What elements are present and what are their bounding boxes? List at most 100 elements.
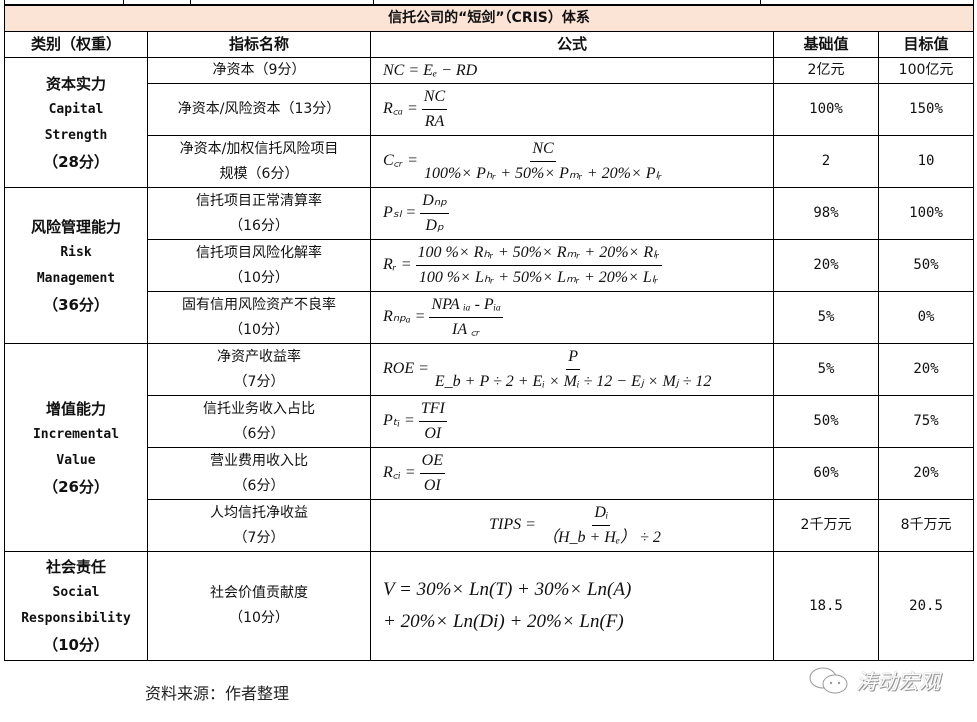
indicator-cell: 人均信托净收益 （7分） bbox=[147, 499, 371, 552]
denominator: OI bbox=[424, 425, 442, 442]
base-value: 60% bbox=[773, 447, 879, 500]
indicator-name: 净资本/加权信托风险项目 bbox=[179, 140, 339, 157]
formula-lhs: Rₙₚₐ = bbox=[383, 308, 426, 326]
indicator-cell: 社会价值贡献度 （10分） bbox=[147, 551, 371, 661]
denominator: Dₚ bbox=[425, 217, 444, 234]
indicator-weight: （10分） bbox=[229, 321, 289, 338]
target-value: 150% bbox=[877, 83, 975, 136]
numerator: OE bbox=[419, 451, 445, 474]
table-row: 净资本/风险资本（13分） R꜀ₐ = NC RA 100% 150% bbox=[5, 83, 975, 136]
denominator: OI bbox=[423, 477, 441, 494]
formula-fraction: TFI OI bbox=[418, 399, 447, 444]
wechat-icon bbox=[809, 667, 848, 694]
formula-lhs: R꜀ₐ = bbox=[383, 100, 418, 118]
table-row: 人均信托净收益 （7分） TIPS = Dᵢ （H_b + Hₑ） ÷ 2 2千万元 8千万… bbox=[5, 499, 975, 552]
formula: NC = Eₑ − RD bbox=[383, 61, 478, 79]
base-value: 50% bbox=[773, 395, 879, 448]
target-value: 100亿元 bbox=[877, 57, 975, 84]
category-english-2: Value bbox=[56, 452, 96, 468]
denominator: E_b + P ÷ 2 + Eᵢ × Mᵢ ÷ 12 − Eⱼ × Mⱼ ÷ 1… bbox=[434, 373, 712, 390]
indicator-weight: （6分） bbox=[233, 425, 285, 442]
formula-cell: ROE = P E_b + P ÷ 2 + Eᵢ × Mᵢ ÷ 12 − Eⱼ × … bbox=[370, 343, 774, 396]
category-english-2: Responsibility bbox=[21, 611, 131, 626]
watermark-text: 涛动宏观 bbox=[856, 670, 940, 694]
base-value: 20% bbox=[773, 239, 879, 292]
indicator-weight: （10分） bbox=[229, 610, 289, 626]
formula-fraction: Dᵢ （H_b + Hₑ） ÷ 2 bbox=[540, 503, 663, 548]
formula-fraction: OE OI bbox=[419, 451, 445, 496]
category-weight: （28分） bbox=[43, 152, 109, 171]
denominator: RA bbox=[424, 113, 445, 130]
base-value: 100% bbox=[773, 83, 879, 136]
target-value: 75% bbox=[877, 395, 975, 448]
table-row: 营业费用收入比 （6分） R꜀ᵢ = OE OI 60% 20% bbox=[5, 447, 975, 500]
denominator: 100%× Pₕᵣ + 50%× Pₘᵣ + 20%× Pₗᵣ bbox=[423, 165, 663, 182]
formula-fraction: Dₙₚ Dₚ bbox=[420, 191, 449, 236]
denominator: （H_b + Hₑ） ÷ 2 bbox=[541, 529, 661, 546]
indicator-cell: 净资本/加权信托风险项目 规模（6分） bbox=[147, 135, 371, 188]
indicator-name: 营业费用收入比 bbox=[210, 452, 308, 469]
formula-lhs: R꜀ᵢ = bbox=[383, 464, 416, 482]
table-row: 信托项目风险化解率 （10分） Rᵣ = 100 %× Rₕᵣ + 50%× Rₘᵣ … bbox=[5, 239, 975, 292]
base-value: 18.5 bbox=[773, 551, 879, 661]
base-value: 2千万元 bbox=[773, 499, 879, 552]
category-english-1: Capital bbox=[48, 101, 104, 117]
formula-cell: R꜀ᵢ = OE OI bbox=[370, 447, 774, 500]
numerator: Dᵢ bbox=[592, 503, 611, 526]
denominator: IA ꜀ᵣ bbox=[452, 321, 481, 338]
indicator-cell: 信托项目风险化解率 （10分） bbox=[147, 239, 371, 292]
category-cell: 风险管理能力 Risk Management （36分） bbox=[4, 187, 148, 344]
target-value: 10 bbox=[877, 135, 975, 188]
indicator-weight: 规模（6分） bbox=[219, 165, 299, 182]
target-value: 20% bbox=[877, 343, 975, 396]
formula-fraction: P E_b + P ÷ 2 + Eᵢ × Mᵢ ÷ 12 − Eⱼ × Mⱼ ÷ … bbox=[433, 347, 713, 392]
formula-cell: TIPS = Dᵢ （H_b + Hₑ） ÷ 2 bbox=[370, 499, 774, 552]
category-cell: 社会责任 Social Responsibility （10分） bbox=[4, 551, 148, 661]
category-name: 社会责任 bbox=[45, 558, 106, 576]
table-row: 信托业务收入占比 （6分） Pₜᵢ = TFI OI 50% 75% bbox=[5, 395, 975, 448]
target-value: 50% bbox=[877, 239, 975, 292]
table-row: 增值能力 Incremental Value （26分） 净资产收益率 （7分） RO… bbox=[4, 343, 975, 552]
formula-lhs: C꜀ᵣ = bbox=[383, 152, 418, 170]
base-value: 5% bbox=[773, 291, 879, 344]
category-cell: 增值能力 Incremental Value （26分） bbox=[4, 343, 148, 552]
indicator-cell: 信托业务收入占比 （6分） bbox=[147, 395, 371, 448]
table-row: 净资本/加权信托风险项目 规模（6分） C꜀ᵣ = NC 100%× Pₕᵣ + 50%… bbox=[5, 135, 975, 188]
numerator: P bbox=[566, 347, 581, 370]
indicator-name: 信托项目风险化解率 bbox=[196, 244, 322, 261]
table-row: 资本实力 Capital Strength （28分） 净资本（9分） NC = E… bbox=[4, 57, 975, 188]
watermark: 涛动宏观 bbox=[808, 665, 940, 697]
target-value: 20% bbox=[877, 447, 975, 500]
formula-lhs: Rᵣ = bbox=[383, 256, 412, 274]
indicator-weight: （7分） bbox=[233, 529, 285, 546]
numerator: NC bbox=[530, 139, 556, 162]
formula-cell: Rᵣ = 100 %× Rₕᵣ + 50%× Rₘᵣ + 20%× Rₗᵣ 100 … bbox=[370, 239, 774, 292]
table-row: 风险管理能力 Risk Management （36分） 信托项目正常清算率 （16… bbox=[4, 187, 975, 344]
category-cell: 资本实力 Capital Strength （28分） bbox=[4, 57, 148, 188]
formula-cell: C꜀ᵣ = NC 100%× Pₕᵣ + 50%× Pₘᵣ + 20%× Pₗᵣ bbox=[370, 135, 774, 188]
numerator: NPA ᵢₐ - Pᵢₐ bbox=[429, 295, 503, 318]
formula-cell: NC = Eₑ − RD bbox=[370, 57, 774, 84]
numerator: NC bbox=[421, 87, 448, 110]
category-english-2: Management bbox=[36, 270, 116, 286]
indicator-cell: 净资本/风险资本（13分） bbox=[147, 83, 371, 136]
category-english-1: Social bbox=[52, 585, 100, 600]
table-row: 固有信用风险资产不良率 （10分） Rₙₚₐ = NPA ᵢₐ - Pᵢₐ IA ꜀ᵣ 5… bbox=[5, 291, 975, 344]
base-value: 98% bbox=[773, 187, 879, 240]
formula-fraction: 100 %× Rₕᵣ + 50%× Rₘᵣ + 20%× Rₗᵣ 100 %× L… bbox=[415, 243, 662, 288]
target-value: 0% bbox=[877, 291, 975, 344]
indicator-cell: 营业费用收入比 （6分） bbox=[147, 447, 371, 500]
header-base: 基础值 bbox=[773, 31, 879, 58]
formula-cell: R꜀ₐ = NC RA bbox=[370, 83, 774, 136]
indicator-name: 固有信用风险资产不良率 bbox=[182, 296, 336, 313]
category-english-1: Risk bbox=[60, 244, 92, 260]
numerator: 100 %× Rₕᵣ + 50%× Rₘᵣ + 20%× Rₗᵣ bbox=[415, 243, 662, 266]
formula-cell: Rₙₚₐ = NPA ᵢₐ - Pᵢₐ IA ꜀ᵣ bbox=[370, 291, 774, 344]
indicator-name: 社会价值贡献度 bbox=[210, 585, 308, 601]
indicator-name: 净资产收益率 bbox=[217, 348, 301, 365]
category-weight: （36分） bbox=[43, 295, 109, 314]
table-row: 社会责任 Social Responsibility （10分） 社会价值贡献度 （… bbox=[4, 551, 975, 661]
denominator: 100 %× Lₕᵣ + 50%× Lₘᵣ + 20%× Lₗᵣ bbox=[418, 269, 659, 286]
numerator: Dₙₚ bbox=[420, 191, 449, 214]
indicator-name: 净资本/风险资本（13分） bbox=[177, 101, 341, 117]
